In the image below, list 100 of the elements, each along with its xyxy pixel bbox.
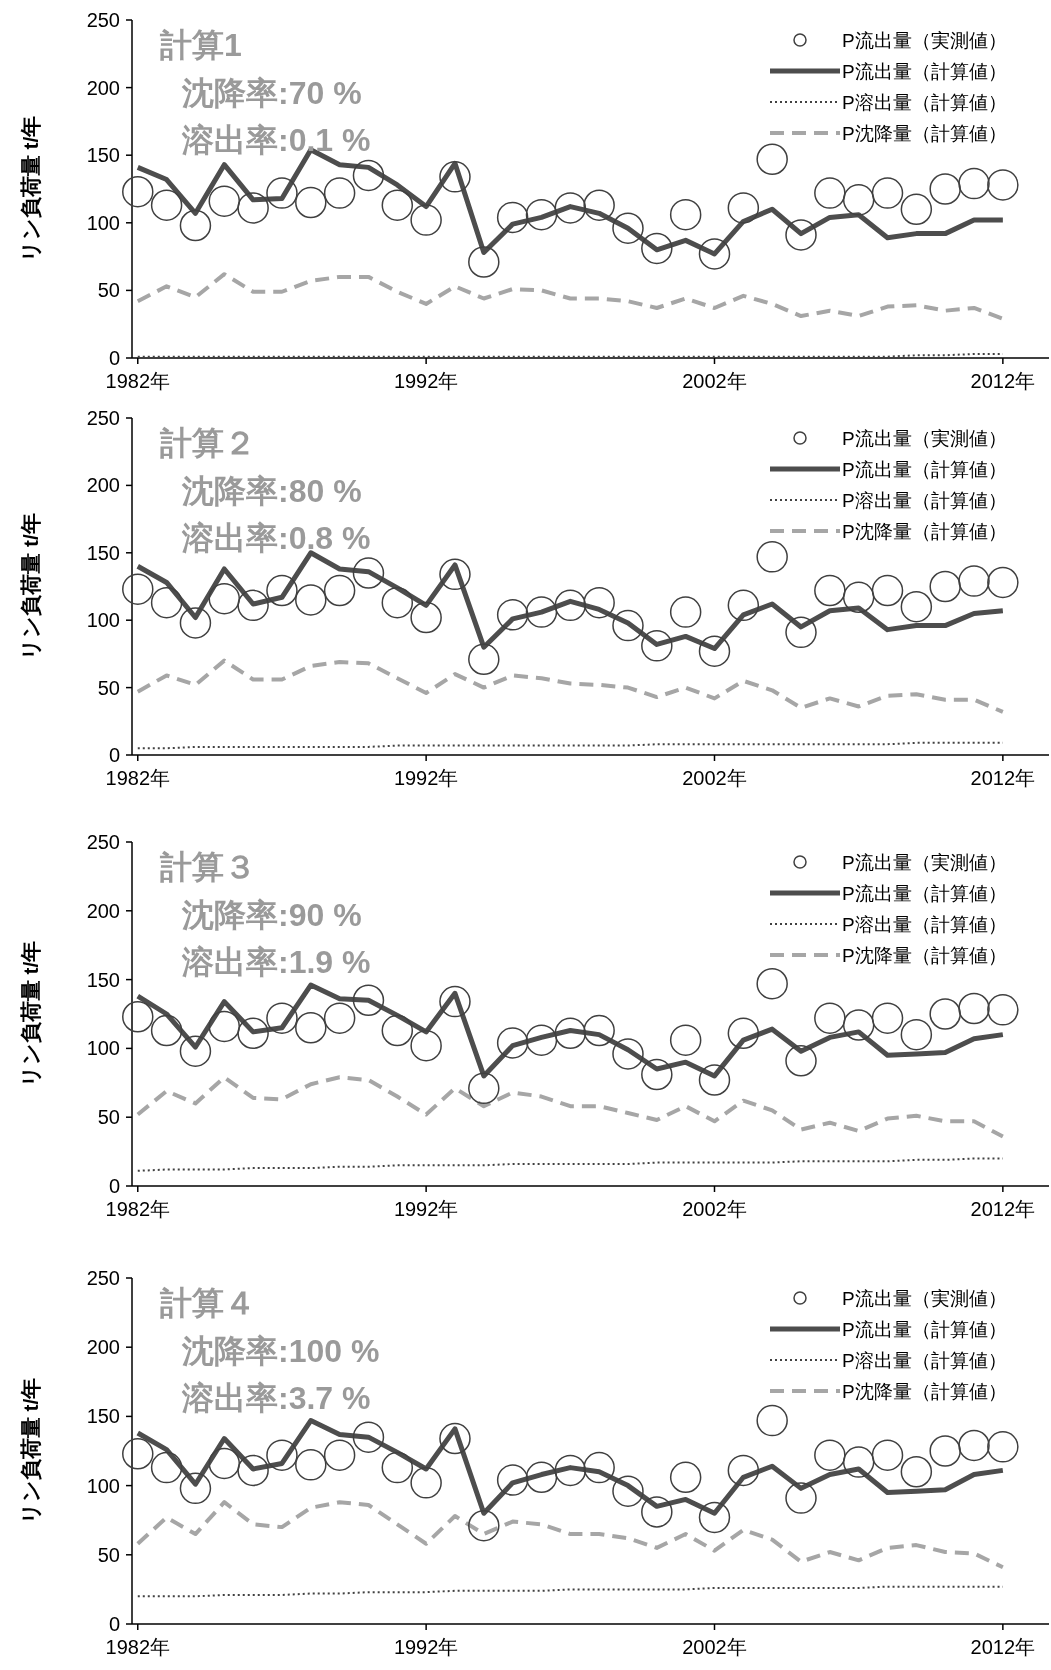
point — [842, 184, 875, 216]
point — [237, 589, 269, 622]
y-tick-label: 250 — [86, 1267, 120, 1289]
legend-label: P流出量（計算値） — [842, 883, 1007, 904]
y-axis-title: リン負荷量 t/年 — [19, 513, 42, 660]
point — [669, 1461, 702, 1494]
annotation: 沈降率:100 % — [181, 1333, 380, 1369]
point — [266, 1439, 298, 1471]
legend-label: P流出量（実測値） — [842, 1288, 1007, 1309]
point — [814, 1439, 846, 1471]
point — [929, 570, 961, 603]
y-tick-label: 150 — [86, 144, 120, 167]
point — [842, 581, 875, 614]
point — [237, 1454, 269, 1487]
chart-title: 計算４ — [159, 1285, 256, 1321]
point — [468, 1072, 500, 1105]
x-tick-label: 2002年 — [682, 370, 747, 392]
point — [323, 574, 356, 607]
point — [150, 189, 183, 221]
x-tick-label: 2002年 — [682, 767, 747, 789]
point — [122, 175, 154, 208]
line-series — [135, 1075, 1005, 1139]
point — [756, 1404, 788, 1437]
point — [900, 1456, 933, 1488]
point — [179, 607, 212, 639]
y-tick-label: 0 — [108, 347, 120, 369]
point — [525, 1461, 558, 1494]
y-tick-label: 200 — [86, 1336, 120, 1359]
point — [381, 586, 414, 619]
x-tick-label: 1992年 — [393, 1636, 459, 1658]
point — [929, 173, 961, 205]
point — [179, 209, 212, 242]
point — [727, 1017, 760, 1050]
x-tick-label: 1992年 — [393, 370, 459, 392]
point — [583, 189, 615, 221]
annotation: 沈降率:90 % — [181, 897, 362, 933]
point — [698, 1501, 731, 1534]
point — [208, 1447, 241, 1480]
point — [381, 189, 414, 221]
point — [987, 994, 1019, 1026]
point — [900, 193, 933, 226]
point — [352, 1421, 385, 1453]
point — [496, 1027, 529, 1059]
point — [958, 992, 990, 1025]
point — [554, 1454, 587, 1487]
point — [122, 1001, 154, 1033]
point — [122, 573, 154, 605]
legend-label: P溶出量（計算値） — [842, 914, 1007, 935]
x-tick-label: 2012年 — [970, 370, 1036, 392]
y-tick-label: 150 — [86, 1405, 120, 1428]
point — [496, 1464, 529, 1496]
point — [381, 1451, 414, 1484]
chart-title: 計算1 — [159, 27, 242, 63]
point — [900, 590, 933, 623]
point — [468, 246, 500, 278]
point — [641, 1496, 673, 1528]
line-series — [136, 1157, 1004, 1172]
y-tick-label: 50 — [97, 1106, 120, 1129]
legend-label: P流出量（実測値） — [842, 428, 1007, 449]
legend-label: P流出量（計算値） — [842, 61, 1007, 82]
point — [929, 1435, 961, 1467]
y-tick-label: 200 — [86, 474, 120, 497]
point — [237, 1017, 269, 1050]
annotation: 溶出率:0.1 % — [181, 122, 371, 158]
point — [496, 201, 529, 234]
point — [208, 1010, 241, 1043]
legend-label: P沈降量（計算値） — [842, 945, 1007, 966]
point — [641, 232, 673, 265]
point — [814, 1002, 846, 1034]
y-tick-label: 250 — [86, 407, 120, 429]
y-tick-label: 50 — [97, 676, 120, 699]
point — [295, 186, 327, 219]
point — [410, 601, 442, 634]
point — [496, 599, 529, 631]
point — [669, 198, 702, 231]
point — [698, 635, 731, 667]
x-tick-label: 2002年 — [682, 1198, 747, 1220]
annotation: 沈降率:80 % — [181, 473, 362, 509]
point — [612, 1475, 644, 1507]
legend-label: P溶出量（計算値） — [842, 490, 1007, 511]
y-tick-label: 100 — [86, 211, 120, 234]
point — [842, 1009, 875, 1041]
point — [987, 566, 1019, 599]
point — [122, 1438, 154, 1470]
point — [439, 558, 471, 591]
point — [295, 584, 327, 616]
point — [583, 586, 615, 619]
point — [871, 574, 904, 607]
point — [179, 1035, 212, 1067]
point — [814, 574, 846, 607]
point — [352, 557, 385, 589]
y-tick-label: 0 — [108, 744, 120, 766]
point — [871, 1439, 904, 1471]
point — [583, 1014, 615, 1047]
point — [381, 1014, 414, 1047]
point — [612, 1038, 644, 1070]
x-tick-label: 1982年 — [105, 1198, 171, 1220]
point — [698, 238, 731, 270]
point — [352, 159, 385, 192]
y-tick-label: 250 — [86, 831, 120, 853]
